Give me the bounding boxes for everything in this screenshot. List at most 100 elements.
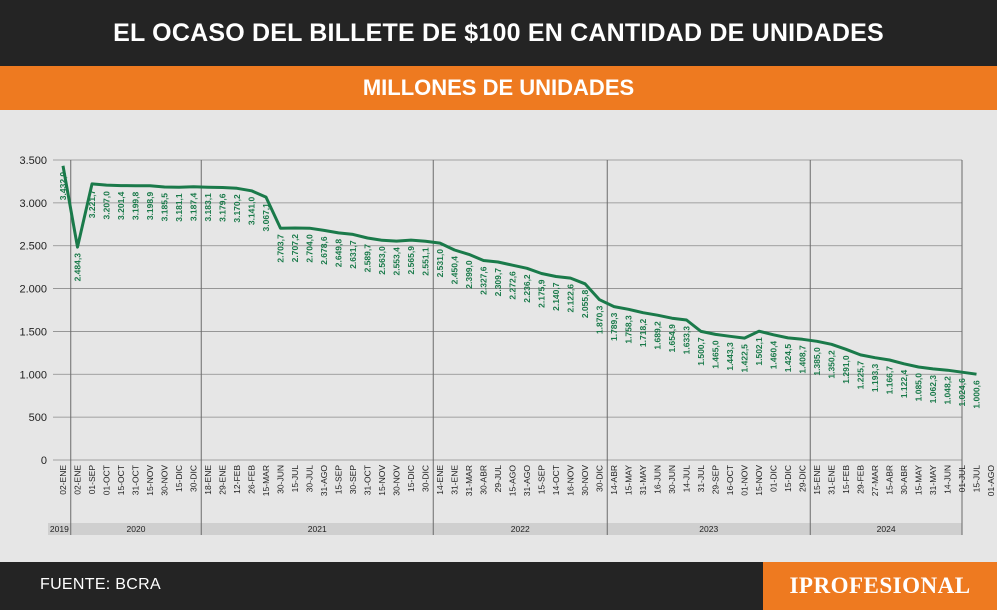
data-label: 2.649,8 [334, 239, 344, 268]
x-tick-label: 15-DIC [783, 465, 793, 492]
data-label: 1.443,3 [725, 342, 735, 371]
data-label: 1.291,0 [841, 355, 851, 384]
data-label: 2.122,6 [566, 284, 576, 313]
source-note: FUENTE: BCRA [40, 576, 161, 593]
data-label: 1.122,4 [899, 370, 909, 399]
year-label: 2019 [50, 524, 69, 534]
year-label: 2024 [877, 524, 896, 534]
x-tick-label: 31-AGO [319, 465, 329, 497]
x-tick-label: 29-ENE [218, 465, 228, 495]
y-tick-label: 0 [41, 455, 47, 467]
x-tick-label: 31-MAR [464, 465, 474, 496]
data-label: 2.055,8 [580, 290, 590, 319]
x-tick-label: 30-SEP [348, 465, 358, 495]
data-label: 2.707,2 [290, 234, 300, 263]
data-label: 2.563,0 [377, 246, 387, 275]
chart-title-bar: EL OCASO DEL BILLETE DE $100 EN CANTIDAD… [0, 0, 997, 66]
data-label: 3.187,4 [189, 193, 199, 222]
data-label: 2.704,0 [305, 234, 315, 263]
x-tick-label: 30-NOV [392, 465, 402, 496]
data-label: 2.531,0 [435, 249, 445, 278]
x-tick-label: 29-JUL [493, 465, 503, 493]
x-tick-label: 15-JUL [972, 465, 982, 493]
x-tick-label: 30-ABR [899, 465, 909, 495]
data-label: 3.198,9 [145, 192, 155, 221]
x-tick-label: 14-ENE [435, 465, 445, 495]
data-label: 3.221,7 [87, 190, 97, 219]
x-tick-label: 30-JUN [276, 465, 286, 494]
x-tick-label: 15-FEB [841, 465, 851, 494]
x-tick-label: 31-ENE [827, 465, 837, 495]
x-tick-label: 18-ENE [203, 465, 213, 495]
x-tick-label: 01-OCT [102, 465, 112, 495]
x-tick-label: 15-MAR [261, 465, 271, 496]
x-tick-label: 31-OCT [131, 465, 141, 495]
chart-subtitle: MILLONES DE UNIDADES [362, 75, 635, 100]
y-tick-label: 1.500 [19, 326, 47, 338]
series-line [61, 165, 977, 376]
data-label: 1.502,1 [754, 337, 764, 366]
data-label: 3.170,2 [232, 194, 242, 223]
data-label: 1.758,3 [624, 315, 634, 344]
chart-title: EL OCASO DEL BILLETE DE $100 EN CANTIDAD… [113, 18, 884, 47]
data-label: 1.465,0 [711, 340, 721, 369]
year-band [48, 523, 962, 535]
x-tick-label: 30-DIC [595, 465, 605, 492]
x-tick-label: 31-OCT [363, 465, 373, 495]
x-tick-label: 31-AGO [522, 465, 532, 497]
x-tick-label: 16-JUN [653, 465, 663, 494]
data-label: 2.551,1 [421, 247, 431, 276]
data-label: 3.067,1 [261, 203, 271, 232]
data-label: 3.141,0 [247, 197, 257, 226]
x-tick-label: 16-NOV [566, 465, 576, 496]
data-label: 1.085,0 [914, 373, 924, 402]
x-tick-label: 30-DIC [421, 465, 431, 492]
x-tick-label: 01-JUL [957, 465, 967, 493]
data-label: 3.185,5 [160, 193, 170, 222]
data-label: 3.183,1 [203, 193, 213, 222]
data-label: 2.484,3 [73, 253, 83, 282]
x-tick-label: 15-NOV [754, 465, 764, 496]
data-label: 2.399,0 [464, 260, 474, 289]
data-label: 2.175,9 [537, 279, 547, 308]
x-tick-label: 01-SEP [87, 465, 97, 495]
x-tick-label: 29-DIC [798, 465, 808, 492]
x-tick-label: 30-ABR [479, 465, 489, 495]
x-tick-label: 15-SEP [334, 465, 344, 495]
x-tick-label: 30-JUL [305, 465, 315, 493]
brand-logo: IPROFESIONAL [763, 562, 997, 610]
x-tick-label: 15-OCT [116, 465, 126, 495]
x-tick-label: 29-FEB [856, 465, 866, 494]
data-label: 1.424,5 [783, 344, 793, 373]
data-label: 3.181,1 [174, 193, 184, 222]
footer: FUENTE: BCRA IPROFESIONAL [0, 562, 997, 610]
data-label: 1.422,5 [740, 344, 750, 373]
data-label: 1.166,7 [885, 366, 895, 395]
y-tick-label: 1.000 [19, 369, 47, 381]
y-tick-label: 3.000 [19, 198, 47, 210]
x-tick-label: 14-JUL [682, 465, 692, 493]
x-tick-label: 14-JUN [943, 465, 953, 494]
line-chart: 0 500 1.000 1.500 2.000 2.500 3.000 3.500 2019 20… [19, 155, 996, 535]
year-label: 2021 [308, 524, 327, 534]
x-tick-label: 12-FEB [232, 465, 242, 494]
x-tick-label: 30-NOV [580, 465, 590, 496]
x-tick-label: 30-DIC [189, 465, 199, 492]
data-label: 3.179,6 [218, 193, 228, 222]
y-tick-label: 500 [29, 412, 47, 424]
data-label: 2.678,6 [319, 236, 329, 265]
x-tick-label: 15-MAY [914, 465, 924, 495]
data-label: 3.201,4 [116, 191, 126, 220]
x-tick-label: 29-SEP [711, 465, 721, 495]
data-label: 1.689,2 [653, 321, 663, 350]
x-tick-label: 16-OCT [725, 465, 735, 495]
data-label: 2.450,4 [450, 256, 460, 285]
data-label: 1.654,9 [667, 324, 677, 353]
x-tick-label: 15-AGO [508, 465, 518, 497]
data-label: 1.718,2 [638, 318, 648, 347]
x-tick-label: 14-OCT [551, 465, 561, 495]
data-label: 1.062,3 [928, 375, 938, 404]
x-tick-label: 14-ABR [609, 465, 619, 495]
x-tick-label: 01-AGO [986, 465, 996, 497]
data-label: 2.140,7 [551, 282, 561, 311]
